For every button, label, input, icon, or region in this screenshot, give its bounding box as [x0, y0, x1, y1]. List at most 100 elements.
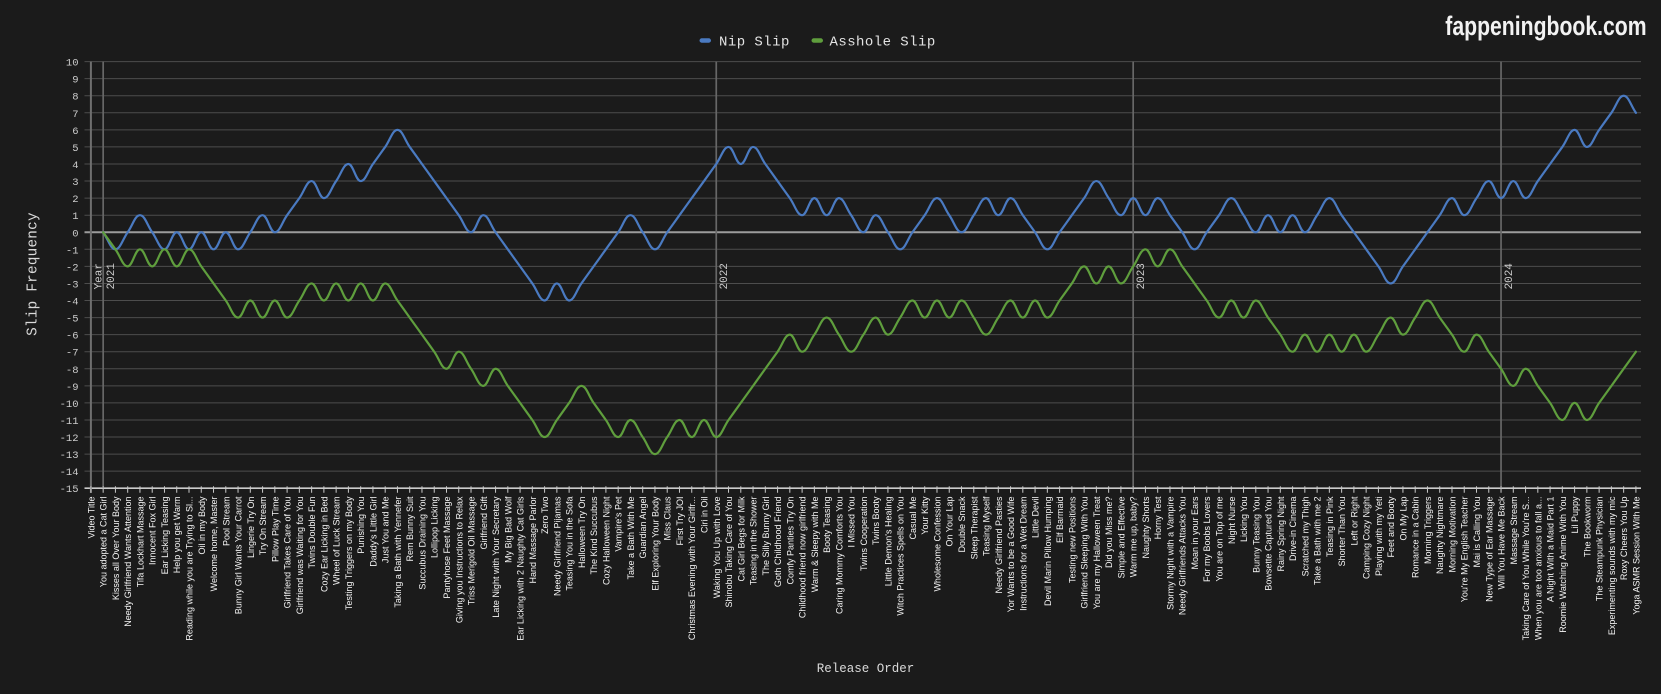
svg-text:Teasing in the Shower: Teasing in the Shower [749, 497, 759, 586]
svg-text:Moan in your Ears: Moan in your Ears [1190, 496, 1200, 570]
svg-text:Take a Bath With Me: Take a Bath With Me [626, 497, 636, 580]
svg-text:Did you Miss me?: Did you Miss me? [1104, 497, 1114, 569]
svg-text:Wheel of Luck Stream: Wheel of Luck Stream [332, 497, 342, 586]
svg-text:Roomie Watching Anime With You: Roomie Watching Anime With You [1558, 497, 1568, 633]
svg-text:Miss Claus: Miss Claus [663, 496, 673, 541]
svg-text:Help you get Warm: Help you get Warm [172, 497, 182, 574]
svg-text:fappeningbook.com: fappeningbook.com [1445, 12, 1646, 42]
svg-text:Ear Licking Teasing: Ear Licking Teasing [160, 497, 170, 575]
svg-text:Girlfriend Takes Care of You: Girlfriend Takes Care of You [283, 497, 293, 609]
svg-text:Night Nurse: Night Nurse [1227, 497, 1237, 545]
svg-text:Feet and Booty: Feet and Booty [1386, 496, 1396, 558]
svg-text:Licking You: Licking You [1239, 497, 1249, 543]
svg-text:Childhood friend now girlfrien: Childhood friend now girlfriend [798, 497, 808, 619]
svg-text:Twins Cooperation: Twins Cooperation [859, 497, 869, 572]
svg-text:-13: -13 [60, 450, 79, 462]
svg-text:Needy Girlfriend Wants Attenti: Needy Girlfriend Wants Attention [123, 497, 133, 627]
svg-text:The Silly Bunny Girl: The Silly Bunny Girl [761, 497, 771, 576]
svg-text:Cat Girl Begs for Milk: Cat Girl Begs for Milk [736, 496, 746, 582]
svg-text:Yoga ASMR Session With Me: Yoga ASMR Session With Me [1631, 497, 1641, 615]
svg-text:Late Night with Your Secretary: Late Night with Your Secretary [491, 496, 501, 618]
svg-text:Vampire's Pet: Vampire's Pet [614, 496, 624, 552]
svg-text:Girlfriend Gift: Girlfriend Gift [479, 496, 489, 550]
svg-text:-15: -15 [60, 484, 79, 496]
svg-text:Lingerie Try On: Lingerie Try On [246, 497, 256, 559]
svg-text:-3: -3 [66, 279, 79, 291]
svg-text:Twins Booty: Twins Booty [871, 496, 881, 545]
svg-text:Christmas Evening with Your Gi: Christmas Evening with Your Girlfr... [687, 497, 697, 641]
svg-text:The Steampunk Physician: The Steampunk Physician [1595, 497, 1605, 602]
svg-text:Taking Care of You While You'r: Taking Care of You While You're S... [1521, 497, 1531, 641]
svg-text:0: 0 [72, 228, 78, 240]
svg-text:Elf Barmaid: Elf Barmaid [1055, 497, 1065, 544]
svg-text:2021: 2021 [106, 263, 118, 290]
svg-text:Slip Frequency: Slip Frequency [26, 212, 42, 336]
svg-text:7: 7 [72, 109, 78, 121]
svg-text:Reading while you are Trying t: Reading while you are Trying to Sl... [185, 497, 195, 641]
svg-text:I Missed You: I Missed You [847, 497, 857, 548]
svg-text:Release Order: Release Order [817, 662, 915, 676]
svg-text:Testing Triggers on my Body: Testing Triggers on my Body [344, 496, 354, 610]
svg-text:Roxy Cheers You Up: Roxy Cheers You Up [1619, 497, 1629, 581]
svg-text:Comfy Panties Try On: Comfy Panties Try On [785, 497, 795, 585]
svg-text:Pool Stream: Pool Stream [221, 497, 231, 547]
svg-text:Oil in my Body: Oil in my Body [197, 496, 207, 555]
svg-text:You're My English Teacher: You're My English Teacher [1460, 496, 1470, 602]
svg-text:Teasing in Pink: Teasing in Pink [1325, 496, 1335, 557]
svg-text:-5: -5 [66, 314, 79, 326]
svg-text:Video Title: Video Title [86, 497, 96, 539]
svg-text:Succubus Draining You: Succubus Draining You [417, 496, 427, 589]
svg-text:The Kind Succubus: The Kind Succubus [589, 496, 599, 575]
svg-text:Mai is Calling You: Mai is Calling You [1472, 497, 1482, 568]
svg-text:New Type of Ear Massage: New Type of Ear Massage [1484, 497, 1494, 602]
svg-text:When you are too anxious to fa: When you are too anxious to fall a... [1533, 497, 1543, 641]
svg-text:9: 9 [72, 75, 78, 87]
svg-text:Halloween Try On: Halloween Try On [577, 497, 587, 569]
svg-text:-9: -9 [66, 382, 79, 394]
svg-text:-12: -12 [60, 433, 79, 445]
svg-text:Bunny Girl Wants Your Carrot: Bunny Girl Wants Your Carrot [234, 496, 244, 614]
svg-text:Naughty Shorts: Naughty Shorts [1141, 496, 1151, 559]
svg-text:You adopted a Cat Girl: You adopted a Cat Girl [99, 497, 109, 588]
svg-text:Casual Me: Casual Me [908, 497, 918, 540]
svg-text:-11: -11 [60, 416, 79, 428]
svg-text:Girlfriend Sleeping With You: Girlfriend Sleeping With You [1080, 497, 1090, 609]
svg-text:Little Devil: Little Devil [1031, 497, 1041, 539]
svg-text:Girlfriend was Waiting for You: Girlfriend was Waiting for You [295, 497, 305, 615]
svg-text:My Big Bad Wolf: My Big Bad Wolf [503, 496, 513, 563]
svg-text:-4: -4 [66, 297, 79, 309]
svg-text:10: 10 [66, 58, 79, 70]
svg-text:Needy Girlfriend Pijamas: Needy Girlfriend Pijamas [552, 496, 562, 596]
svg-text:Needy Girlfriend Pasties: Needy Girlfriend Pasties [994, 496, 1004, 594]
svg-text:1: 1 [72, 211, 78, 223]
svg-text:Stormy Night with a Vampire: Stormy Night with a Vampire [1165, 497, 1175, 610]
svg-text:Welcome home, Master: Welcome home, Master [209, 497, 219, 592]
svg-text:Little Demon's Healing: Little Demon's Healing [883, 497, 893, 587]
svg-text:2024: 2024 [1504, 263, 1516, 290]
svg-text:Teasing Myself: Teasing Myself [982, 496, 992, 556]
svg-text:Devil Marin Pillow Humping: Devil Marin Pillow Humping [1043, 497, 1053, 607]
svg-text:Giving you Instructions to Rel: Giving you Instructions to Relax [454, 496, 464, 623]
svg-text:-14: -14 [60, 467, 79, 479]
svg-text:For my Boobs Lovers: For my Boobs Lovers [1202, 496, 1212, 582]
svg-text:Take a Bath with me 2: Take a Bath with me 2 [1313, 497, 1323, 586]
svg-text:Naughty Nightmare: Naughty Nightmare [1435, 497, 1445, 575]
svg-text:You are my Halloween Treat: You are my Halloween Treat [1092, 496, 1102, 609]
svg-text:Will You Have Me Back: Will You Have Me Back [1497, 496, 1507, 590]
svg-text:Bowsette Captured You: Bowsette Captured You [1264, 497, 1274, 591]
svg-text:You are on Top of me: You are on Top of me [1215, 497, 1225, 582]
svg-text:Teasing You in the Sofa: Teasing You in the Sofa [565, 497, 575, 591]
svg-text:Morning Motivation: Morning Motivation [1447, 497, 1457, 573]
svg-text:Playing with my Yeti: Playing with my Yeti [1374, 497, 1384, 577]
svg-text:Zero Two: Zero Two [540, 497, 550, 534]
svg-text:Booty Teasing: Booty Teasing [822, 497, 832, 553]
svg-text:Innocent Fox Girl: Innocent Fox Girl [148, 497, 158, 566]
svg-text:-6: -6 [66, 331, 79, 343]
svg-text:Kisses all Over Your Body: Kisses all Over Your Body [111, 496, 121, 600]
svg-text:Waking You Up with Love: Waking You Up with Love [712, 497, 722, 599]
svg-text:Year: Year [93, 263, 105, 289]
svg-text:Bunny Teasing You: Bunny Teasing You [1251, 497, 1261, 573]
svg-text:Rainy Spring Night: Rainy Spring Night [1276, 496, 1286, 572]
svg-text:Elf Exploring Your Body: Elf Exploring Your Body [650, 496, 660, 591]
svg-text:Twins Double Fun: Twins Double Fun [307, 497, 317, 569]
